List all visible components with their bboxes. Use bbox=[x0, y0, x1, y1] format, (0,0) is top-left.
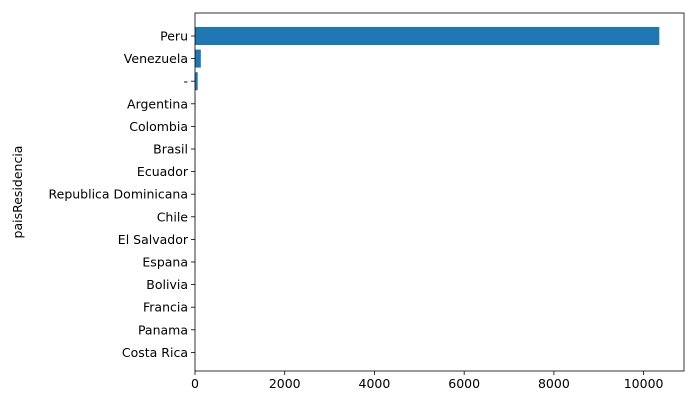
y-tick-label-3: Argentina bbox=[127, 96, 188, 111]
bars-layer bbox=[195, 27, 660, 362]
x-tick-label-4: 8000 bbox=[538, 376, 570, 391]
y-tick-label-4: Colombia bbox=[129, 119, 188, 134]
y-tick-label-11: Bolivia bbox=[146, 277, 188, 292]
plot-frame bbox=[194, 12, 685, 372]
y-tick-label-5: Brasil bbox=[153, 142, 188, 157]
y-tick-label-14: Costa Rica bbox=[122, 345, 188, 360]
y-tick-label-9: El Salvador bbox=[118, 232, 189, 247]
y-tick-label-0: Peru bbox=[160, 29, 188, 44]
y-tick-label-6: Ecuador bbox=[137, 164, 189, 179]
y-tick-label-2: - bbox=[183, 74, 188, 89]
x-tick-label-0: 0 bbox=[191, 376, 199, 391]
x-tick-label-1: 2000 bbox=[269, 376, 301, 391]
y-tick-label-13: Panama bbox=[138, 322, 188, 337]
y-ticks: Peru Venezuela - Argentina Colombia Brasil Ecu… bbox=[49, 29, 195, 360]
bar-2 bbox=[195, 72, 198, 91]
bar-0 bbox=[195, 27, 660, 45]
y-tick-label-7: Republica Dominicana bbox=[49, 187, 189, 202]
x-tick-label-2: 4000 bbox=[359, 376, 391, 391]
y-tick-label-10: Espana bbox=[142, 255, 188, 270]
bar-1 bbox=[195, 49, 201, 68]
axes-frame bbox=[194, 12, 685, 372]
y-tick-label-12: Francia bbox=[143, 300, 188, 315]
x-tick-label-5: 10000 bbox=[624, 376, 664, 391]
y-tick-label-1: Venezuela bbox=[124, 51, 188, 66]
y-axis-title: paisResidencia bbox=[10, 146, 25, 239]
x-tick-label-3: 6000 bbox=[448, 376, 480, 391]
y-tick-label-8: Chile bbox=[157, 209, 189, 224]
x-ticks: 0 2000 4000 6000 8000 10000 bbox=[191, 371, 664, 391]
